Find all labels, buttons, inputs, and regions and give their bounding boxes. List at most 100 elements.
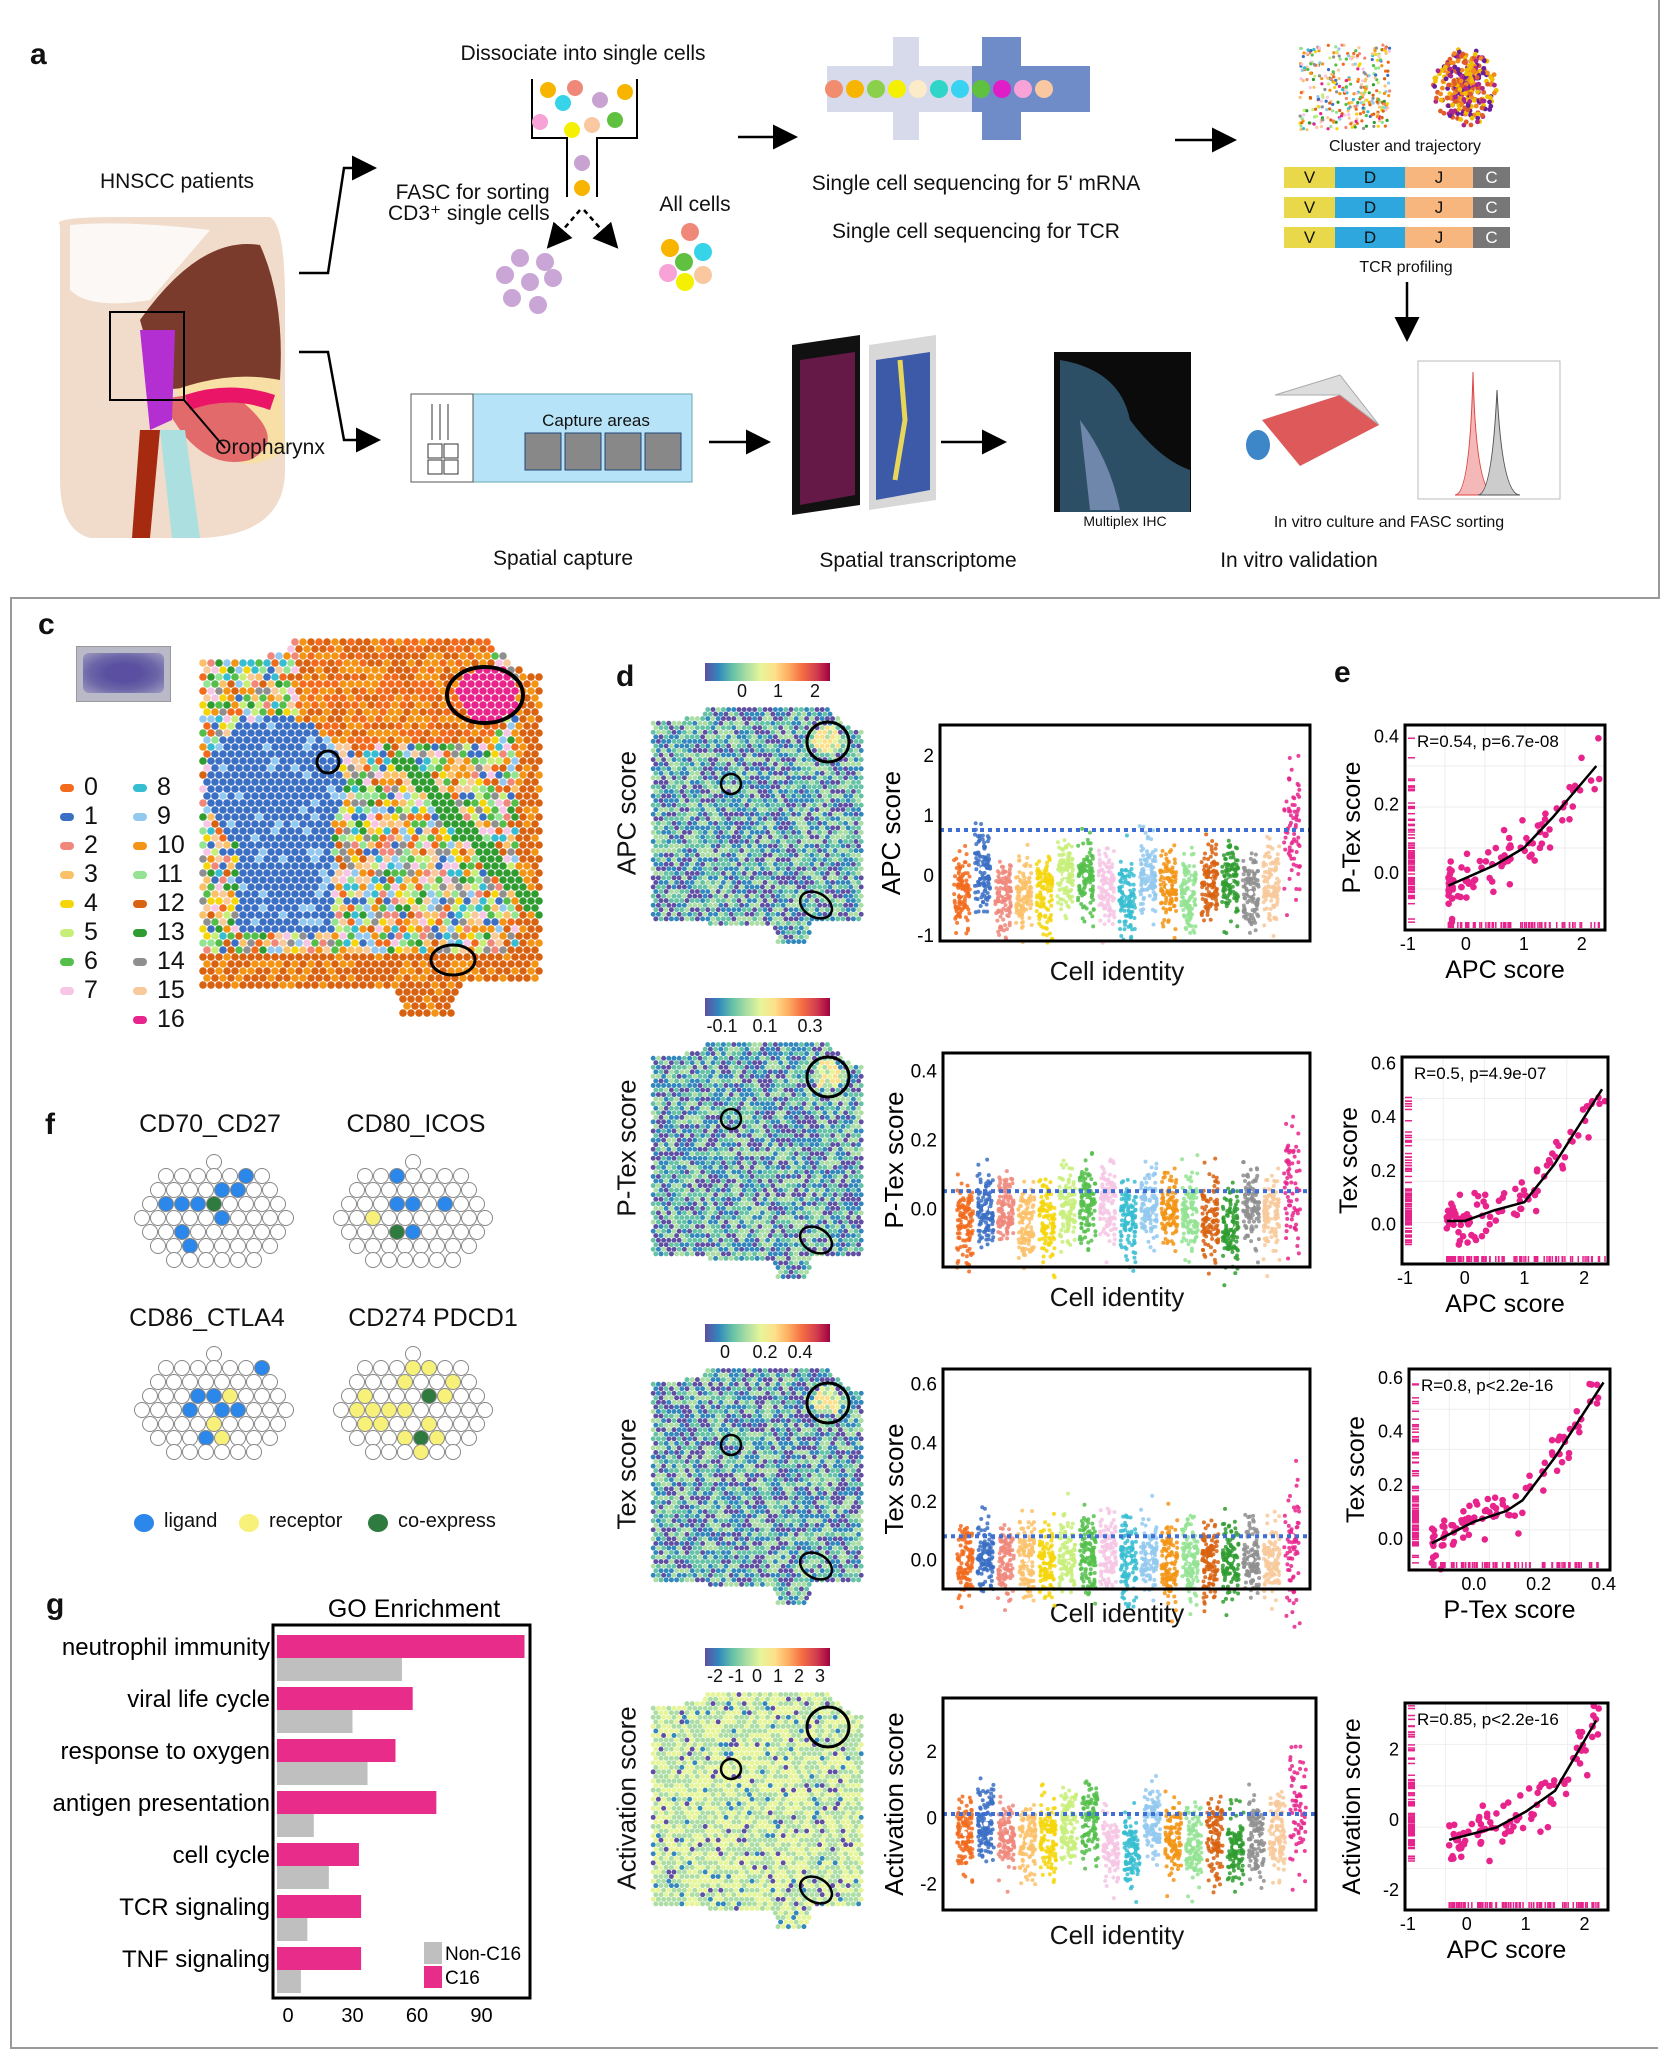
- spot: [335, 939, 343, 947]
- spot: [499, 960, 507, 968]
- spot: [801, 1046, 807, 1052]
- umap-point: [1306, 48, 1310, 52]
- trajectory-point: [1434, 95, 1439, 101]
- spot: [415, 883, 423, 891]
- spot: [754, 757, 760, 763]
- spot: [363, 806, 371, 814]
- spot: [339, 876, 347, 884]
- colorbar-tick-label: 0.1: [752, 1016, 778, 1036]
- spot: [700, 879, 706, 885]
- spot: [339, 960, 347, 968]
- spot: [674, 825, 680, 831]
- spot: [371, 778, 379, 786]
- spot: [235, 918, 243, 926]
- spot: [255, 687, 263, 695]
- spot: [443, 1002, 451, 1010]
- spot: [247, 981, 255, 989]
- spot: [363, 932, 371, 940]
- spot: [744, 829, 750, 835]
- spot: [435, 680, 443, 688]
- spot: [507, 694, 515, 702]
- spot: [239, 813, 247, 821]
- spot: [762, 916, 768, 922]
- spot: [733, 820, 739, 826]
- spot: [251, 904, 259, 912]
- spot: [507, 876, 515, 884]
- spot: [299, 792, 307, 800]
- spot: [535, 729, 543, 737]
- spot: [479, 869, 487, 877]
- spot: [299, 932, 307, 940]
- spot: [759, 784, 765, 790]
- spot: [762, 743, 768, 749]
- spot: [658, 752, 664, 758]
- spot: [848, 757, 854, 763]
- spot: [335, 869, 343, 877]
- spot: [311, 841, 319, 849]
- spot: [736, 852, 742, 858]
- spot: [720, 843, 726, 849]
- spot: [371, 666, 379, 674]
- spot: [207, 897, 215, 905]
- spot: [471, 939, 479, 947]
- spot: [291, 960, 299, 968]
- spot: [255, 729, 263, 737]
- spot: [798, 852, 804, 858]
- spot: [759, 748, 765, 753]
- spot: [720, 716, 726, 722]
- spot: [403, 988, 411, 996]
- spot: [775, 829, 781, 835]
- spot: [459, 820, 467, 828]
- spot: [411, 652, 419, 660]
- spot: [744, 766, 750, 772]
- spot: [283, 834, 291, 842]
- spot: [731, 907, 737, 913]
- spot: [832, 866, 838, 872]
- spot: [788, 743, 794, 749]
- spot: [749, 802, 755, 808]
- spot: [713, 911, 719, 917]
- spot: [355, 946, 363, 954]
- trajectory-point: [1455, 58, 1461, 64]
- spot: [227, 862, 235, 870]
- spot: [227, 848, 235, 856]
- spot: [491, 890, 499, 898]
- spot: [796, 793, 802, 799]
- spot: [775, 711, 781, 717]
- spot: [287, 757, 295, 765]
- spot: [819, 1042, 825, 1048]
- spot: [728, 802, 734, 808]
- spot: [655, 820, 661, 826]
- spot: [319, 855, 327, 863]
- umap-point: [1309, 49, 1313, 53]
- spot: [772, 707, 778, 713]
- spot: [371, 750, 379, 758]
- spot: [291, 820, 299, 828]
- spot: [387, 722, 395, 730]
- spot: [814, 852, 820, 858]
- spot: [757, 743, 763, 749]
- spot: [391, 967, 399, 975]
- spot: [451, 946, 459, 954]
- spot: [375, 925, 383, 933]
- spot: [271, 981, 279, 989]
- spot: [271, 925, 279, 933]
- spot: [653, 898, 659, 904]
- spot: [483, 792, 491, 800]
- spot: [295, 743, 303, 751]
- spot: [239, 743, 247, 751]
- spot: [451, 988, 459, 996]
- spot: [684, 861, 690, 867]
- spot: [219, 680, 227, 688]
- spot: [663, 861, 669, 867]
- spot: [239, 729, 247, 737]
- spot: [451, 736, 459, 744]
- spot: [531, 694, 539, 702]
- spot: [801, 802, 807, 808]
- umap-point: [1374, 73, 1378, 77]
- umap-point: [1387, 81, 1391, 85]
- spot: [819, 798, 825, 804]
- spot: [801, 930, 807, 935]
- umap-point: [1372, 120, 1376, 125]
- spot: [279, 981, 287, 989]
